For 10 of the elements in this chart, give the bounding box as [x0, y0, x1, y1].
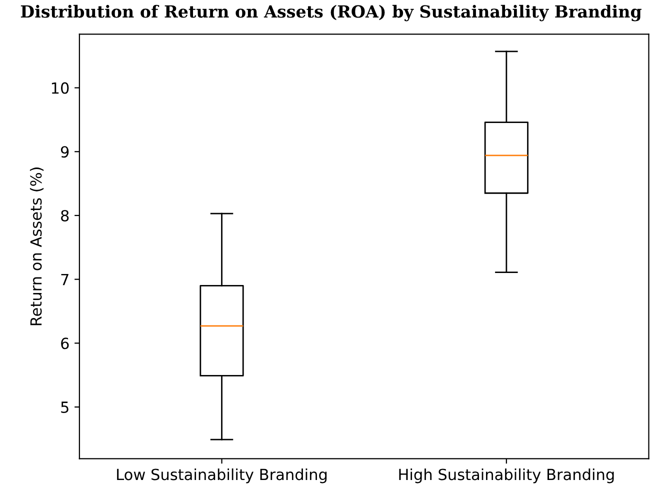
- y-tick-label: 5: [61, 402, 68, 414]
- y-tick-label: 8: [61, 210, 69, 222]
- y-axis-title: Return on Assets (%): [30, 168, 44, 326]
- y-tick-label: 9: [60, 146, 69, 158]
- x-tick-label: Low Sustainability Branding: [117, 468, 327, 484]
- chart-title: Distribution of Return on Assets (ROA) by Sustainability Branding: [20, 4, 642, 22]
- y-tick-label: 7: [61, 274, 68, 286]
- x-tick-label: High Sustainability Branding: [399, 468, 614, 484]
- y-tick-label: 10: [52, 82, 69, 94]
- y-tick-label: 6: [61, 338, 69, 350]
